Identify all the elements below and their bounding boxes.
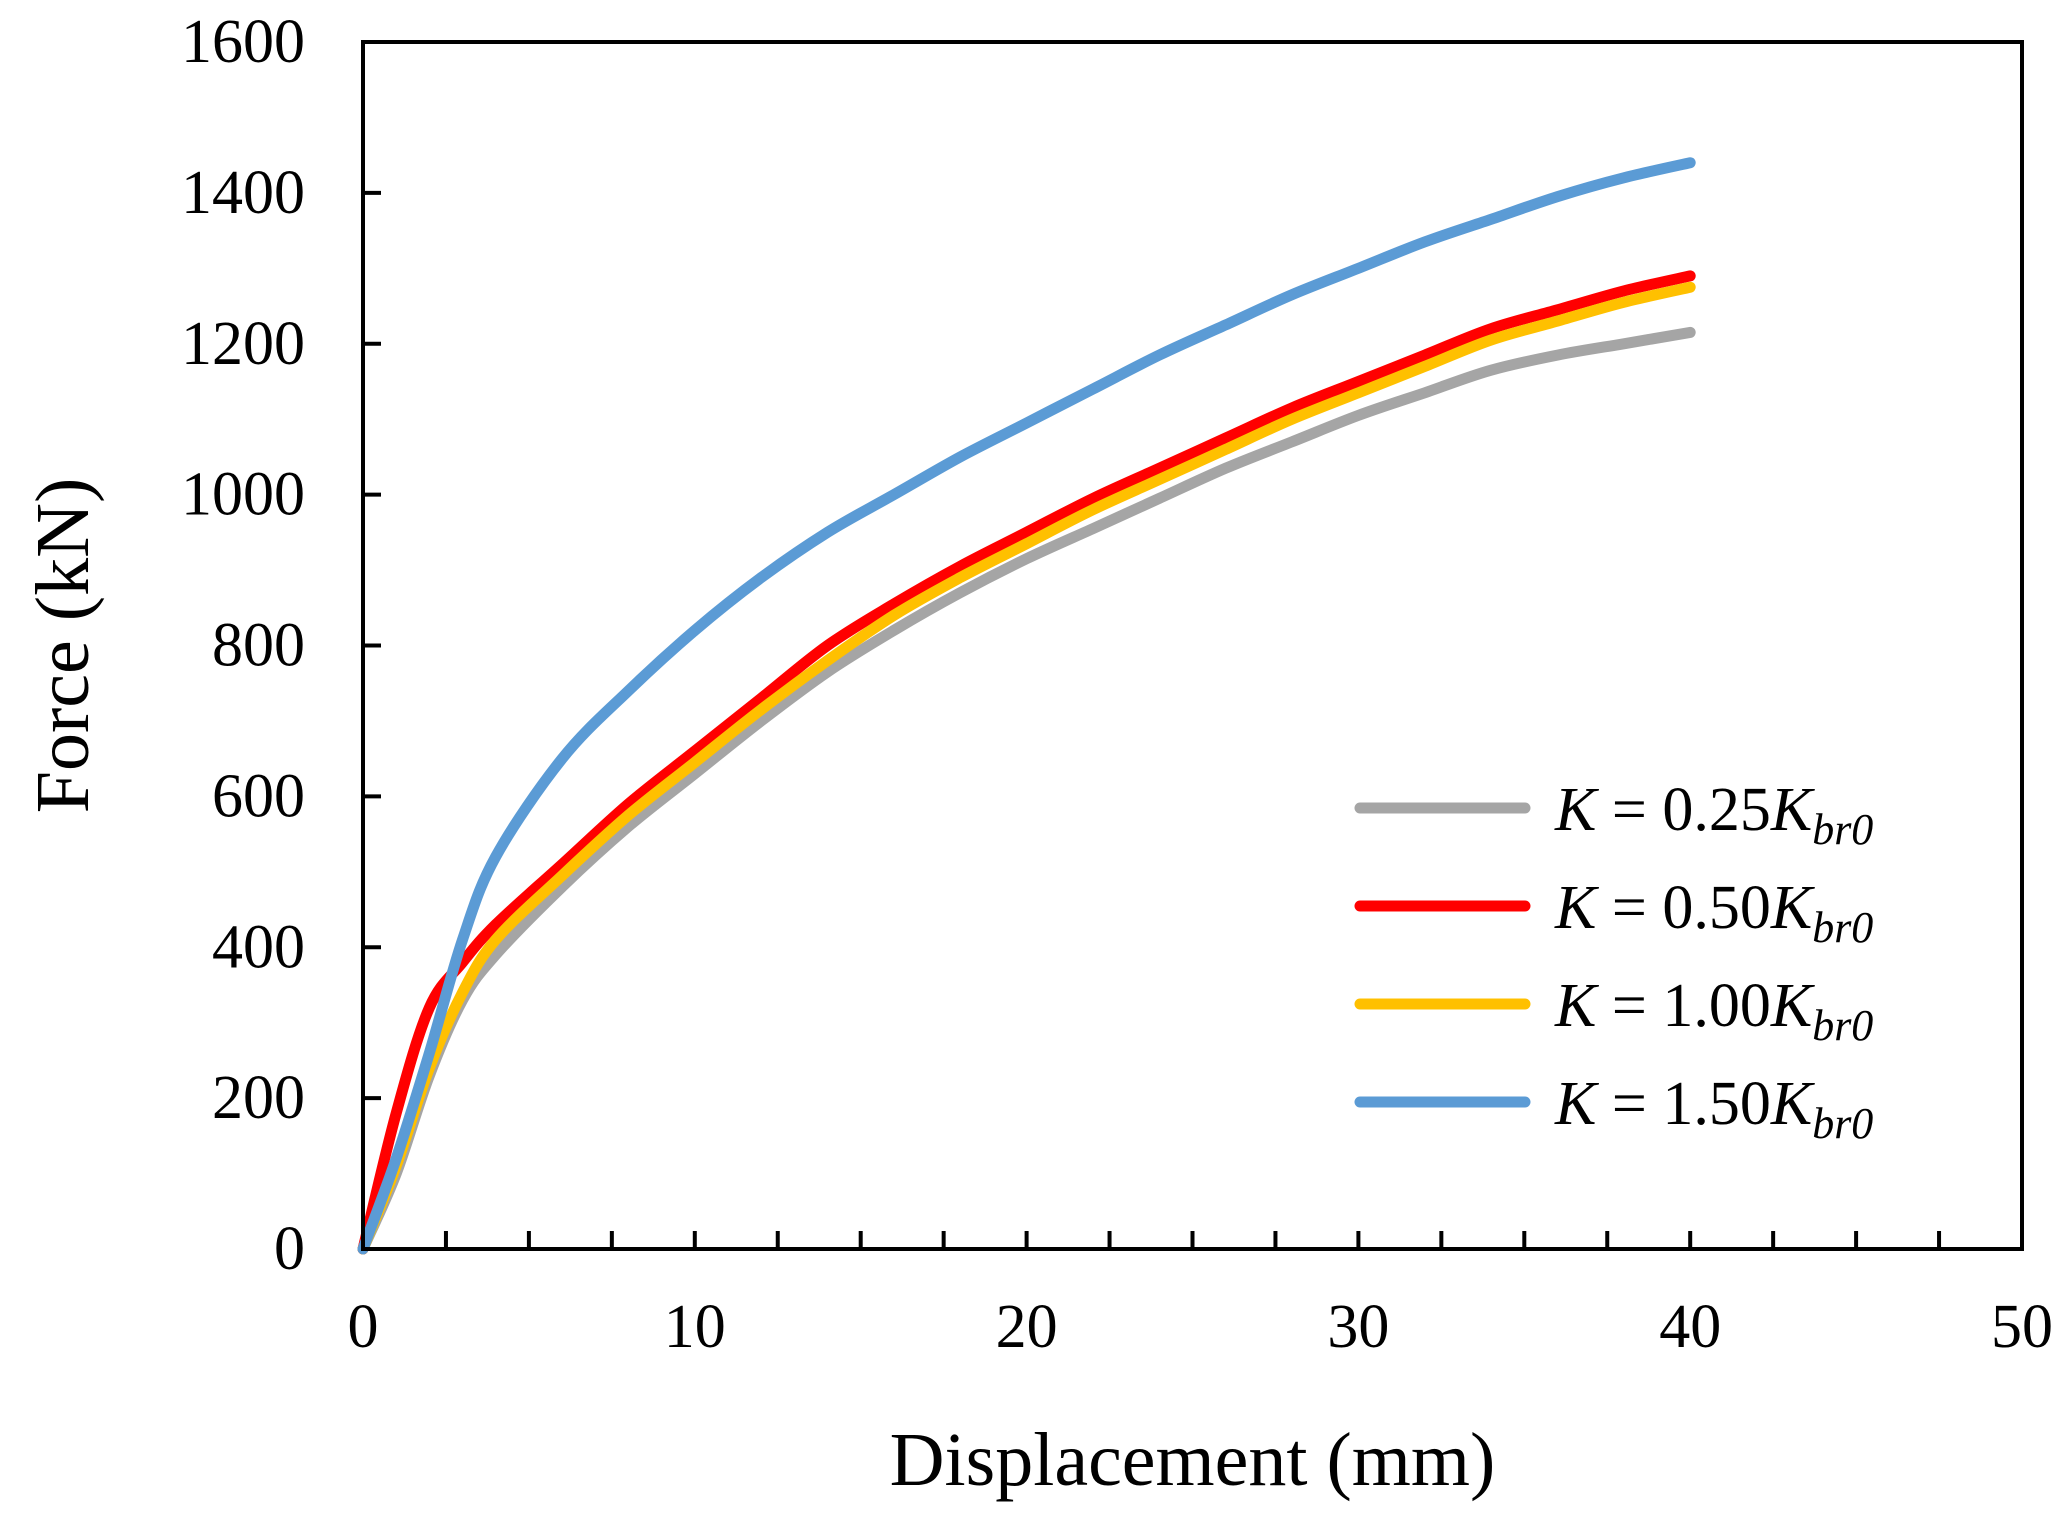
legend-label-part: br0 — [1812, 805, 1873, 854]
x-tick-label: 20 — [996, 1293, 1058, 1361]
legend-label: K = 1.50Kbr0 — [1554, 1070, 1873, 1148]
legend-label: K = 0.50Kbr0 — [1554, 874, 1873, 952]
legend-label-part: br0 — [1812, 903, 1873, 952]
x-tick-label: 30 — [1327, 1293, 1389, 1361]
legend-label-part: K — [1554, 1070, 1600, 1138]
y-tick-label: 1400 — [181, 159, 305, 227]
legend-label: K = 0.25Kbr0 — [1554, 776, 1873, 854]
legend-label-part: br0 — [1812, 1001, 1873, 1050]
legend-label-part: K — [1770, 874, 1816, 942]
series-line-3 — [357, 281, 1696, 1255]
legend-label-part: K — [1554, 874, 1600, 942]
y-tick-label: 0 — [274, 1215, 305, 1283]
legend-label: K = 1.00Kbr0 — [1554, 972, 1873, 1050]
legend-label-part: K — [1770, 972, 1816, 1040]
legend-label-part: = 1.50 — [1596, 1070, 1770, 1138]
series-line-4 — [357, 157, 1696, 1255]
x-tick-label: 10 — [664, 1293, 726, 1361]
legend-label-part: K — [1554, 972, 1600, 1040]
x-tick-label: 50 — [1991, 1293, 2053, 1361]
legend-entry: K = 0.50Kbr0 — [1354, 874, 1873, 952]
x-tick-label: 40 — [1659, 1293, 1721, 1361]
legend-label-part: K — [1554, 776, 1600, 844]
y-tick-label: 1200 — [181, 310, 305, 378]
series-line-2 — [357, 270, 1696, 1255]
legend-label-part: K — [1770, 776, 1816, 844]
x-tick-label: 0 — [348, 1293, 379, 1361]
legend-label-part: = 1.00 — [1596, 972, 1770, 1040]
y-axis-title: Force (kN) — [21, 478, 105, 814]
ticks-layer — [363, 40, 1942, 1251]
y-tick-label: 200 — [212, 1064, 305, 1132]
legend-label-part: br0 — [1812, 1099, 1873, 1148]
series-layer — [357, 157, 1696, 1255]
y-tick-label: 600 — [212, 762, 305, 830]
legend-entry: K = 1.50Kbr0 — [1354, 1070, 1873, 1148]
y-tick-label: 1000 — [181, 461, 305, 529]
legend-entry: K = 0.25Kbr0 — [1354, 776, 1873, 854]
y-tick-label: 1600 — [181, 8, 305, 76]
x-axis-title: Displacement (mm) — [890, 1418, 1496, 1502]
legend-label-part: = 0.50 — [1596, 874, 1770, 942]
y-tick-label: 400 — [212, 913, 305, 981]
tick-labels-layer: 0 200 400 600 800 1000 1200 1400 1600 0 10 20 30 40 50 — [181, 8, 2053, 1361]
legend-label-part: = 0.25 — [1596, 776, 1770, 844]
legend-label-part: K — [1770, 1070, 1816, 1138]
y-tick-label: 800 — [212, 612, 305, 680]
legend-entry: K = 1.00Kbr0 — [1354, 972, 1873, 1050]
